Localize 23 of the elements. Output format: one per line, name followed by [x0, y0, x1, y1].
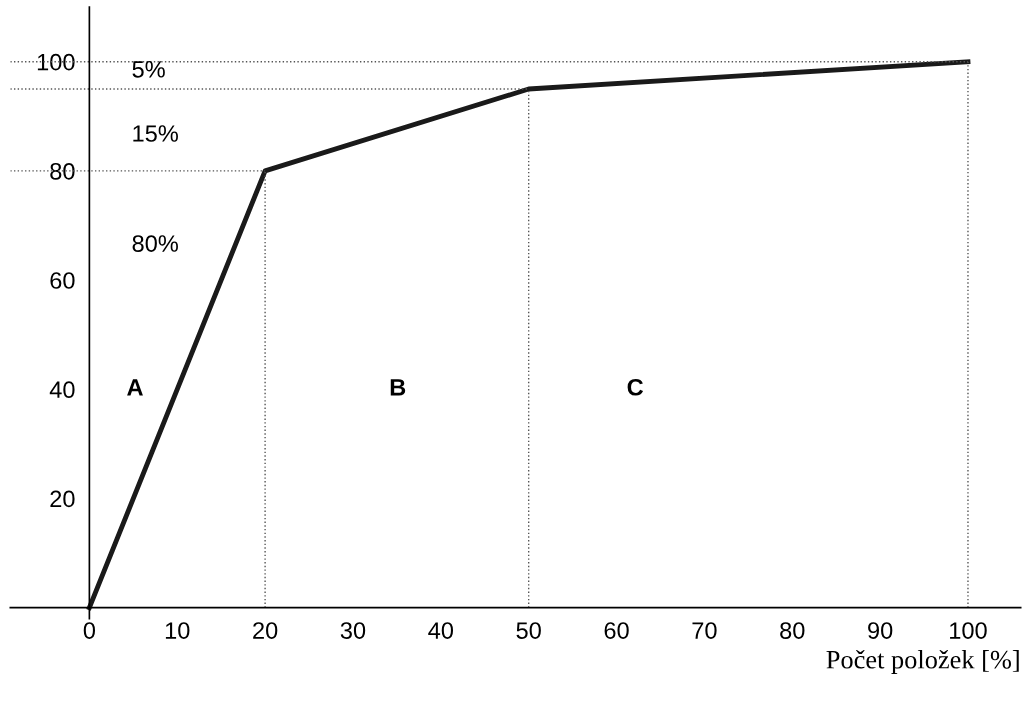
- x-axis-title: Počet položek [%]: [826, 649, 1019, 674]
- y-tick-label: 20: [50, 490, 75, 508]
- x-tick-label: 90: [868, 622, 893, 639]
- annotation: 5%: [132, 61, 165, 78]
- x-tick-label: 80: [780, 622, 805, 639]
- x-tick-label: 40: [428, 622, 454, 639]
- y-tick-label: 60: [50, 272, 75, 289]
- annotation: 80%: [132, 235, 178, 252]
- x-tick-label: 20: [253, 622, 278, 639]
- x-tick-label: 60: [604, 622, 629, 639]
- y-tick-label: 100: [37, 53, 75, 71]
- y-tick-label: 80: [50, 162, 75, 180]
- y-tick-label: 40: [49, 381, 75, 399]
- x-tick-label: 0: [83, 622, 96, 639]
- x-tick-label: 70: [692, 622, 717, 639]
- annotation: A: [127, 379, 143, 396]
- annotation: 15%: [133, 125, 178, 142]
- annotation: B: [390, 379, 406, 396]
- annotation: C: [627, 378, 644, 396]
- x-tick-label: 30: [340, 622, 366, 639]
- x-tick-label: 50: [516, 622, 541, 639]
- x-tick-label: 100: [950, 622, 987, 639]
- x-tick-label: 10: [165, 622, 190, 639]
